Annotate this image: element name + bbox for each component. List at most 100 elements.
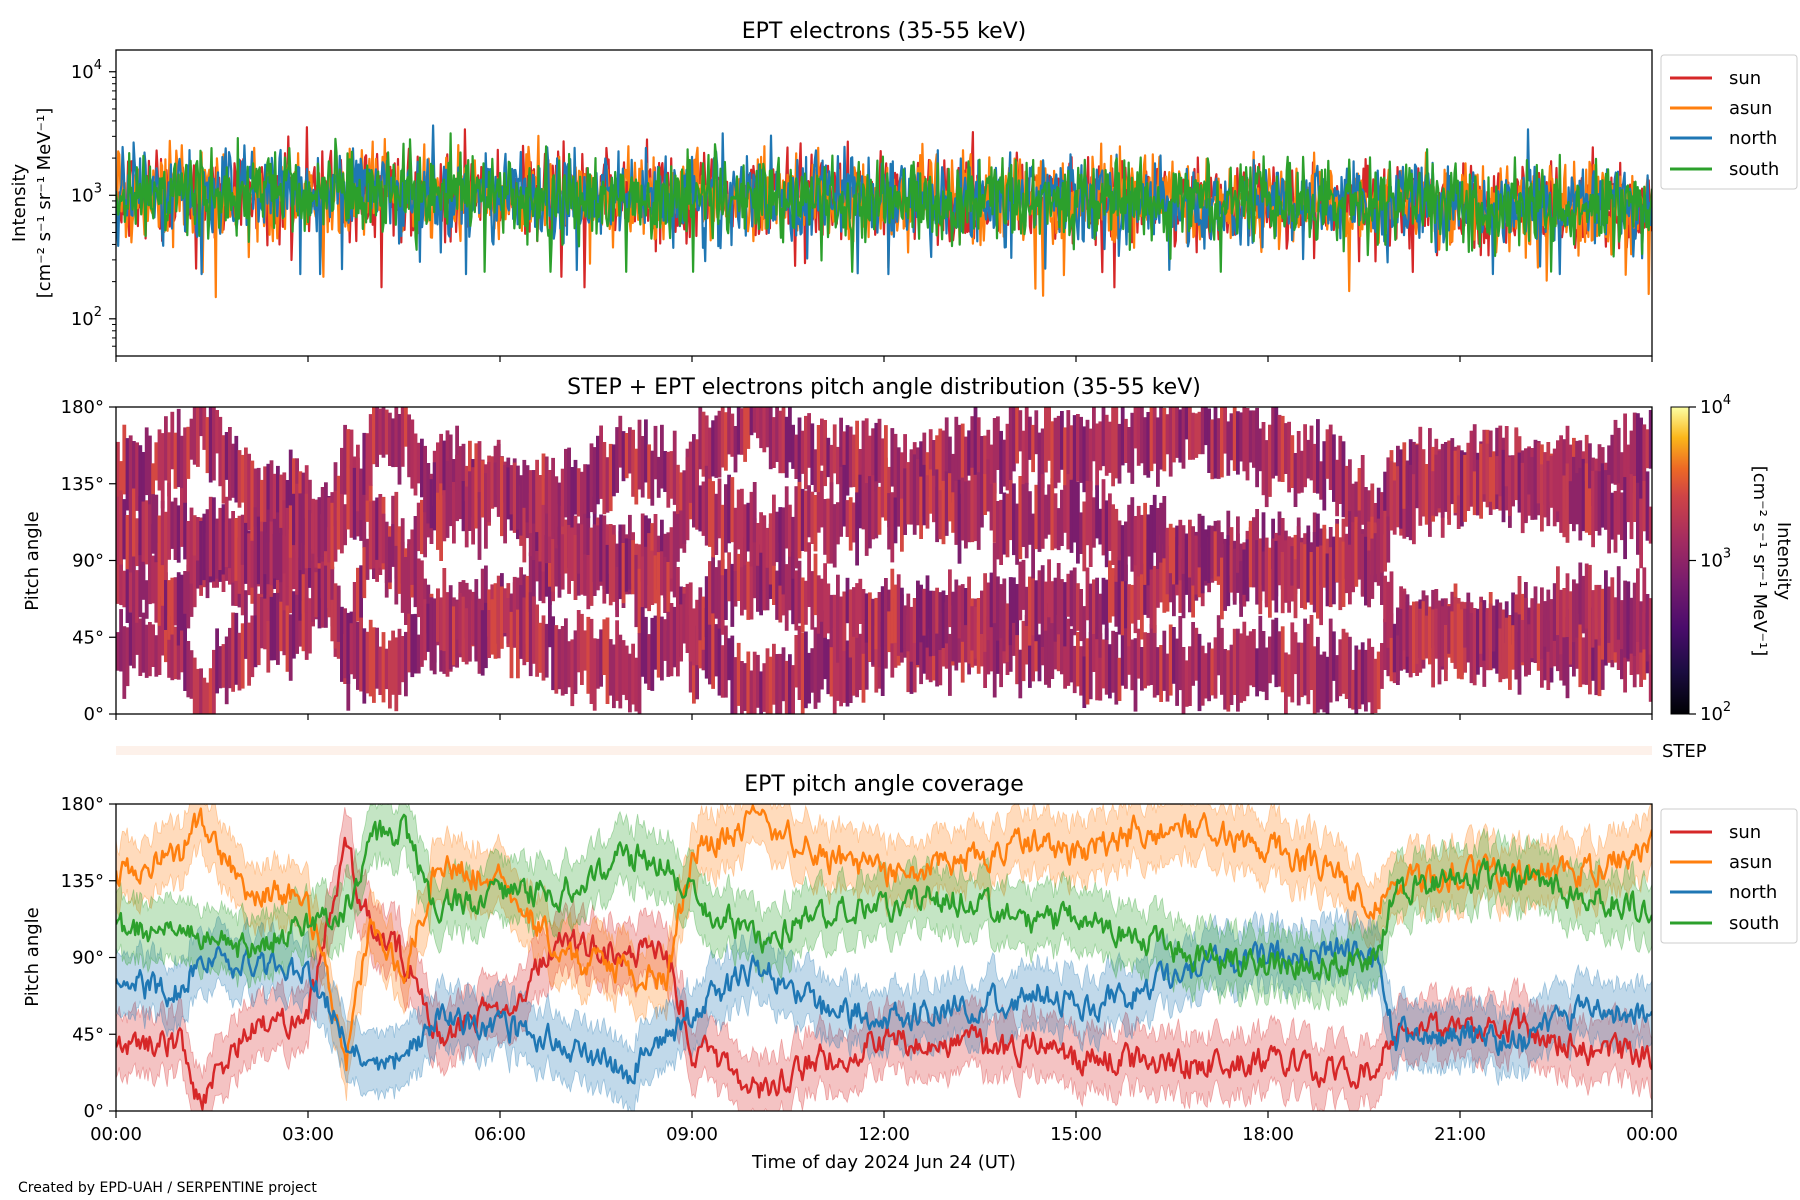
- pad-cell: [775, 654, 779, 714]
- pad-cell: [487, 610, 491, 658]
- pad-cell: [989, 625, 994, 672]
- pad-cell: [605, 544, 610, 594]
- pad-cell: [1082, 426, 1087, 493]
- pad-cell: [141, 612, 146, 673]
- pad-cell: [557, 482, 562, 545]
- pad-cell: [624, 538, 629, 592]
- pad-cell: [1338, 435, 1343, 504]
- pad-cell: [1351, 483, 1355, 524]
- pad-cell: [413, 433, 418, 496]
- pad-cell: [1527, 448, 1531, 495]
- pad-cell: [724, 568, 728, 620]
- pad-cell: [1063, 485, 1067, 533]
- pad-cell: [362, 628, 367, 704]
- pad-cell: [701, 481, 706, 536]
- pad-cell: [1140, 514, 1144, 575]
- pad-cell: [391, 418, 395, 468]
- pad-cell: [727, 638, 731, 681]
- pad-cell: [256, 593, 261, 666]
- pad-cell: [1376, 487, 1381, 539]
- pad-cell: [167, 432, 171, 497]
- pad-cell: [756, 544, 760, 612]
- pad-cell: [468, 471, 472, 531]
- pad-cell: [781, 507, 786, 595]
- pad-cell: [800, 430, 805, 474]
- pad-cell: [884, 578, 888, 646]
- pad-cell: [1200, 407, 1205, 455]
- pad-cell: [516, 465, 520, 530]
- pad-cell: [1639, 641, 1643, 687]
- pad-cell: [1508, 616, 1512, 690]
- pad-cell: [1242, 549, 1247, 595]
- pad-cell: [1546, 589, 1551, 652]
- pad-cell: [1114, 407, 1119, 479]
- pad-cell: [301, 505, 306, 575]
- pad-cell: [820, 470, 824, 528]
- pad-cell: [317, 497, 322, 557]
- pad-cell: [1040, 565, 1045, 647]
- pad-cell: [640, 607, 645, 677]
- pad-cell: [480, 460, 485, 518]
- pad-cell: [868, 435, 872, 509]
- pad-cell: [160, 500, 165, 566]
- pad-cell: [1325, 656, 1330, 714]
- pad-cell: [1290, 622, 1295, 703]
- pad-cell: [1021, 484, 1026, 547]
- pad-cell: [1031, 424, 1035, 473]
- pad-cell: [320, 487, 325, 557]
- pad-cell: [279, 474, 283, 534]
- pad-cell: [1210, 648, 1215, 696]
- pad-cell: [1607, 445, 1611, 493]
- pad-cell: [752, 518, 757, 599]
- pad-cell: [1124, 418, 1128, 463]
- pad-cell: [813, 495, 818, 552]
- pad-cell: [1133, 407, 1138, 449]
- pad-cell: [1175, 638, 1179, 706]
- pad-cell: [596, 638, 600, 689]
- pad-cell: [1117, 520, 1122, 561]
- pad-cell: [948, 633, 952, 696]
- pad-cell: [1370, 646, 1375, 714]
- pad-cell: [1079, 512, 1083, 554]
- pad-cell: [1072, 645, 1077, 694]
- pad-cell: [1636, 413, 1640, 492]
- pad-cell: [1197, 513, 1202, 568]
- pad-cell: [1383, 471, 1387, 535]
- pad-cell: [653, 555, 658, 604]
- pad-cell: [1408, 464, 1413, 541]
- pad-cell: [1639, 601, 1643, 653]
- pad-cell: [935, 587, 939, 634]
- pad-cell: [967, 576, 971, 664]
- pad-cell: [864, 619, 869, 690]
- pad-cell: [1066, 618, 1071, 686]
- pad-cell: [621, 543, 626, 604]
- pad-cell: [615, 567, 619, 618]
- pad-cell: [1066, 410, 1071, 487]
- pad-cell: [138, 618, 143, 676]
- pad-cell: [679, 604, 683, 662]
- pad-cell: [1405, 594, 1410, 657]
- pad-cell: [1380, 517, 1384, 573]
- legend-label-north: north: [1729, 128, 1777, 149]
- pad-cell: [1328, 547, 1333, 608]
- pad-cell: [871, 598, 875, 665]
- pad-cell: [378, 497, 383, 568]
- pad-cell: [900, 587, 904, 653]
- pad-cell: [743, 407, 747, 462]
- pad-cell: [324, 520, 328, 588]
- pad-cell: [1344, 465, 1349, 527]
- pad-cell: [855, 492, 859, 566]
- pad-cell: [1255, 407, 1259, 488]
- pad-cell: [1559, 589, 1563, 655]
- pad-cell: [253, 468, 258, 527]
- coverage-band-sun: [116, 807, 1652, 1111]
- pad-cell: [842, 622, 847, 703]
- pad-cell: [1600, 463, 1605, 528]
- pad-cell: [1060, 411, 1064, 470]
- pad-cell: [1335, 459, 1339, 517]
- pad-cell: [282, 500, 287, 574]
- pad-cell: [295, 542, 299, 595]
- pad-cell: [1111, 568, 1115, 617]
- pad-cell: [346, 612, 351, 684]
- pad-cell: [1632, 631, 1637, 688]
